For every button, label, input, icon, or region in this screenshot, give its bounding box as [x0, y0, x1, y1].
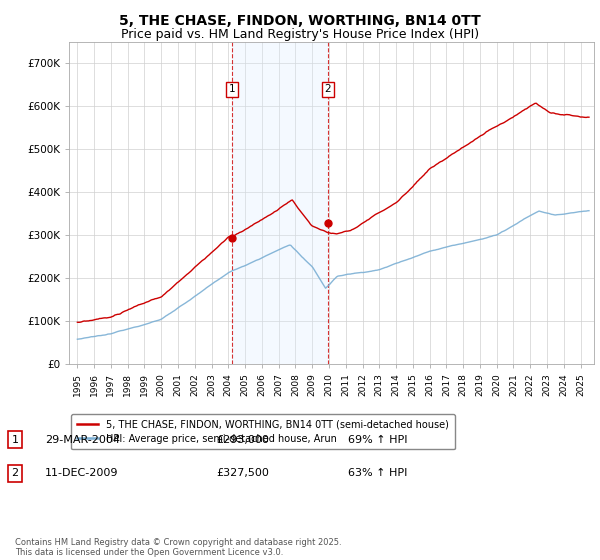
Text: 11-DEC-2009: 11-DEC-2009 [45, 468, 119, 478]
Text: 63% ↑ HPI: 63% ↑ HPI [348, 468, 407, 478]
Text: Contains HM Land Registry data © Crown copyright and database right 2025.
This d: Contains HM Land Registry data © Crown c… [15, 538, 341, 557]
Bar [232, 42, 328, 364]
Text: 5, THE CHASE, FINDON, WORTHING, BN14 0TT: 5, THE CHASE, FINDON, WORTHING, BN14 0TT [119, 14, 481, 28]
Text: £293,000: £293,000 [216, 435, 269, 445]
Text: 29-MAR-2004: 29-MAR-2004 [45, 435, 120, 445]
Text: 1: 1 [11, 435, 19, 445]
Text: 2: 2 [325, 84, 331, 94]
Text: £327,500: £327,500 [216, 468, 269, 478]
Legend: 5, THE CHASE, FINDON, WORTHING, BN14 0TT (semi-detached house), HPI: Average pri: 5, THE CHASE, FINDON, WORTHING, BN14 0TT… [71, 414, 455, 450]
Text: 69% ↑ HPI: 69% ↑ HPI [348, 435, 407, 445]
Text: 1: 1 [229, 84, 236, 94]
Text: 2: 2 [11, 468, 19, 478]
Text: Price paid vs. HM Land Registry's House Price Index (HPI): Price paid vs. HM Land Registry's House … [121, 28, 479, 41]
